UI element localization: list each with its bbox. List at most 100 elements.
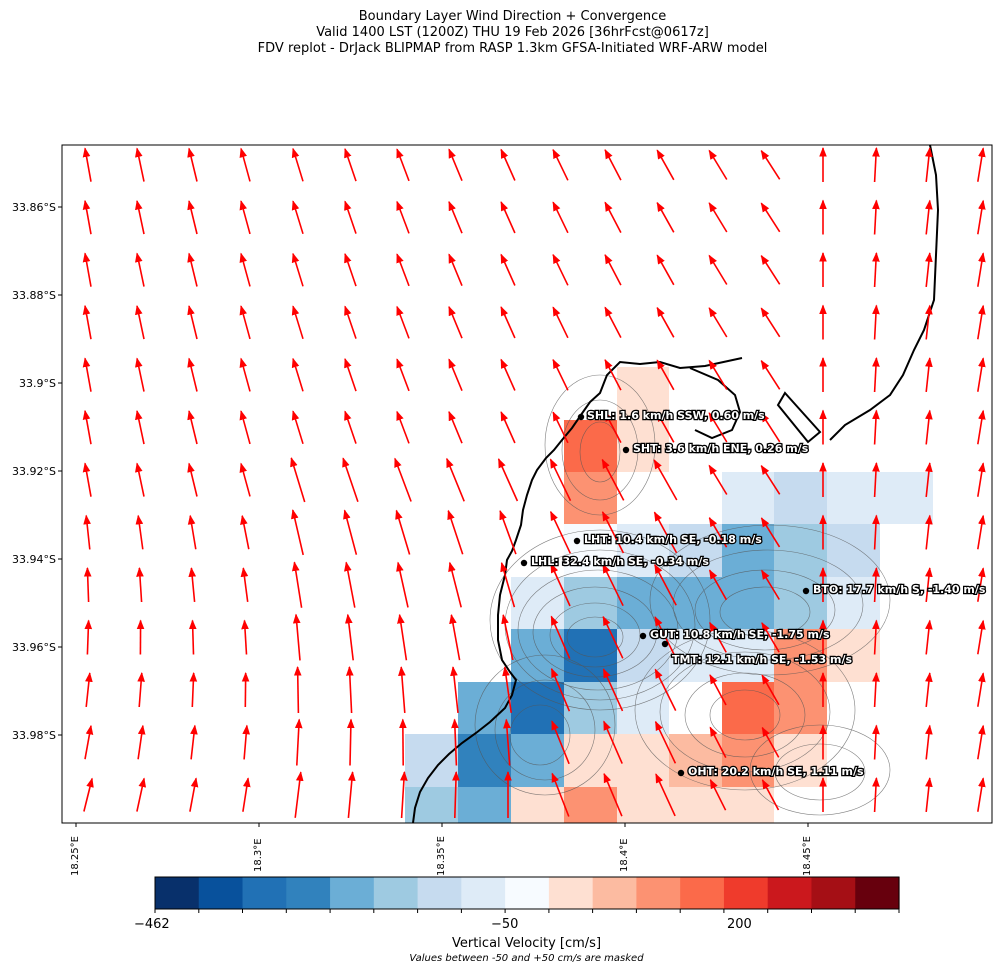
wind-arrow <box>550 667 571 712</box>
wind-arrow <box>925 672 933 707</box>
title-line-1: Boundary Layer Wind Direction + Converge… <box>358 9 667 24</box>
wind-arrow <box>135 252 145 287</box>
wind-arrow <box>345 613 354 661</box>
lon-tick-label-0: 18.25°E <box>70 836 81 876</box>
wind-arrow <box>242 724 251 760</box>
wind-arrow <box>137 724 146 760</box>
wind-arrow <box>82 357 92 392</box>
wind-arrow <box>550 563 571 607</box>
wind-arrow <box>925 304 933 340</box>
wind-arrow <box>135 147 145 182</box>
wind-arrow <box>709 726 727 758</box>
wind-arrow <box>604 306 622 338</box>
wind-arrow <box>85 672 93 707</box>
wind-arrow <box>708 307 728 338</box>
wind-arrow <box>344 561 356 608</box>
colorbar-swatch <box>417 877 462 909</box>
wind-arrow <box>187 252 198 287</box>
wind-arrow <box>761 674 780 706</box>
title-line-2: Valid 1400 LST (1200Z) THU 19 Feb 2026 [… <box>316 25 709 40</box>
wind-arrow <box>239 462 251 497</box>
colorbar-tick-label-min: −462 <box>134 917 170 932</box>
wind-arrow <box>189 672 198 708</box>
wind-arrow <box>977 567 986 602</box>
wind-arrow <box>291 410 304 445</box>
wind-arrow <box>502 666 512 713</box>
wind-arrow <box>291 509 304 556</box>
wind-arrow <box>294 718 303 766</box>
wind-arrow <box>760 254 781 285</box>
wind-arrow <box>551 720 570 765</box>
wind-arrow <box>654 668 677 711</box>
colorbar-tick-label-max: 200 <box>727 917 752 932</box>
velocity-cell <box>827 524 880 577</box>
velocity-cell <box>617 787 669 823</box>
wind-arrow <box>500 201 516 234</box>
velocity-cell <box>617 734 669 787</box>
wind-arrow <box>500 358 516 391</box>
coastline <box>412 145 940 823</box>
wind-arrow <box>239 357 251 392</box>
wind-arrow <box>500 561 516 608</box>
wind-arrow <box>347 771 356 818</box>
colorbar-note: Values between -50 and +50 cm/s are mask… <box>409 953 644 964</box>
wind-arrow <box>344 252 357 287</box>
wind-arrow <box>655 773 676 817</box>
velocity-cell <box>564 787 617 823</box>
wind-arrow <box>708 516 728 548</box>
wind-arrow <box>552 201 569 234</box>
wind-arrow <box>344 200 357 234</box>
wind-arrow <box>83 567 92 603</box>
lat-tick-label-3: 33.92°S <box>12 465 56 478</box>
wind-arrow <box>708 202 728 233</box>
wind-arrow <box>872 357 880 393</box>
station-label: LHT: 10.4 km/h SE, -0.18 m/s <box>584 533 762 546</box>
wind-arrow <box>503 718 511 766</box>
lat-tick-label-6: 33.98°S <box>12 729 56 742</box>
velocity-cell <box>722 787 774 823</box>
station-label: SHT: 3.6 km/h ENE, 0.26 m/s <box>633 442 809 455</box>
station-dot <box>577 413 585 421</box>
wind-arrow <box>653 511 678 554</box>
wind-arrow <box>239 410 251 445</box>
station-label: LHL: 32.4 km/h SE, -0.34 m/s <box>531 555 709 568</box>
wind-arrow <box>656 306 675 338</box>
wind-arrow <box>82 252 92 287</box>
wind-arrow <box>761 779 780 811</box>
wind-arrow <box>925 252 933 287</box>
wind-arrow <box>291 357 304 392</box>
wind-arrow <box>239 305 251 340</box>
wind-arrow <box>396 358 410 392</box>
wind-arrow <box>240 514 250 550</box>
station-label: SHL: 1.6 km/h SSW, 0.60 m/s <box>587 409 765 422</box>
wind-arrow <box>977 672 986 707</box>
wind-arrow <box>872 514 880 550</box>
wind-arrow <box>397 613 408 661</box>
wind-arrow <box>82 409 92 445</box>
wind-arrow <box>977 304 986 340</box>
wind-arrow <box>656 254 675 286</box>
wind-arrow <box>187 147 198 182</box>
colorbar <box>154 876 900 913</box>
wind-arrow <box>872 567 880 603</box>
wind-arrow <box>925 777 933 812</box>
wind-arrow <box>343 509 358 555</box>
wind-arrow <box>925 567 933 602</box>
wind-arrow <box>291 200 304 235</box>
wind-arrow <box>872 672 880 708</box>
velocity-cell <box>722 524 774 577</box>
wind-arrow <box>654 563 677 606</box>
station-dot <box>661 640 669 648</box>
wind-arrow <box>291 561 303 608</box>
wind-arrow <box>603 720 623 764</box>
wind-arrow <box>500 253 516 286</box>
wind-arrow <box>601 511 625 554</box>
velocity-cell <box>669 734 722 787</box>
wind-arrow <box>925 514 933 550</box>
wind-arrow <box>136 567 144 603</box>
wind-arrow <box>549 510 572 554</box>
velocity-cell <box>774 629 827 682</box>
wind-arrow <box>977 357 986 392</box>
wind-arrow <box>448 305 463 339</box>
wind-arrow <box>709 778 727 811</box>
